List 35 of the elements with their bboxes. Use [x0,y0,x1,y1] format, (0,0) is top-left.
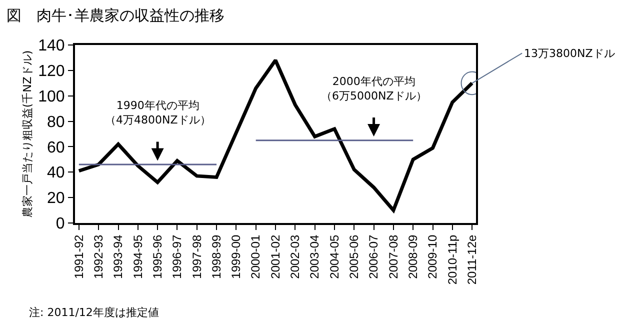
chart-title: 図 肉牛･羊農家の収益性の推移 [6,6,224,24]
x-tick-label: 2011-12e [464,234,479,285]
x-tick-label: 1992-93 [91,234,106,279]
text: 注: 2011/12年度は推定値 [29,306,159,319]
x-tick-label: 2003-04 [308,234,322,279]
x-tick-label: 2008-09 [406,234,420,279]
y-tick-label: 100 [38,88,65,106]
y-tick-label: 60 [47,139,65,156]
x-tick-label: 2001-02 [268,234,282,279]
x-tick-label: 1999-00 [229,234,244,279]
x-tick-label: 2005-06 [347,234,362,279]
y-tick-label: 0 [56,216,65,233]
annotation: 13万3800NZドル [524,47,615,60]
x-tick-label: 1993-94 [111,234,126,279]
x-tick-label: 1997-98 [190,234,204,279]
y-tick-label: 80 [47,114,65,131]
x-tick-label: 2004-05 [327,234,342,279]
x-tick-label: 2007-08 [386,234,400,279]
y-tick-label: 20 [47,190,65,208]
x-tick-label: 1995-96 [150,234,164,279]
annotation: 2000年代の平均（6万5000NZドル） [321,75,427,102]
y-tick-label: 140 [38,38,65,55]
x-tick-label: 2000-01 [248,234,263,279]
annotation: 1990年代の平均（4万4800NZドル） [105,99,211,126]
x-tick-label: 2002-03 [288,234,302,279]
y-axis-title: 農家一戸当たり粗収益(千NZドル) [21,50,34,218]
x-tick-label: 2006-07 [366,234,381,279]
x-tick-label: 2009-10 [426,234,440,279]
x-tick-label: 1996-97 [170,234,184,279]
x-tick-label: 2010-11p [445,234,460,285]
x-tick-label: 1994-95 [130,234,145,279]
x-tick-label: 1991-92 [72,234,86,279]
x-tick-label: 1998-99 [209,234,224,279]
y-tick-label: 40 [47,164,65,182]
y-tick-label: 120 [38,63,65,80]
